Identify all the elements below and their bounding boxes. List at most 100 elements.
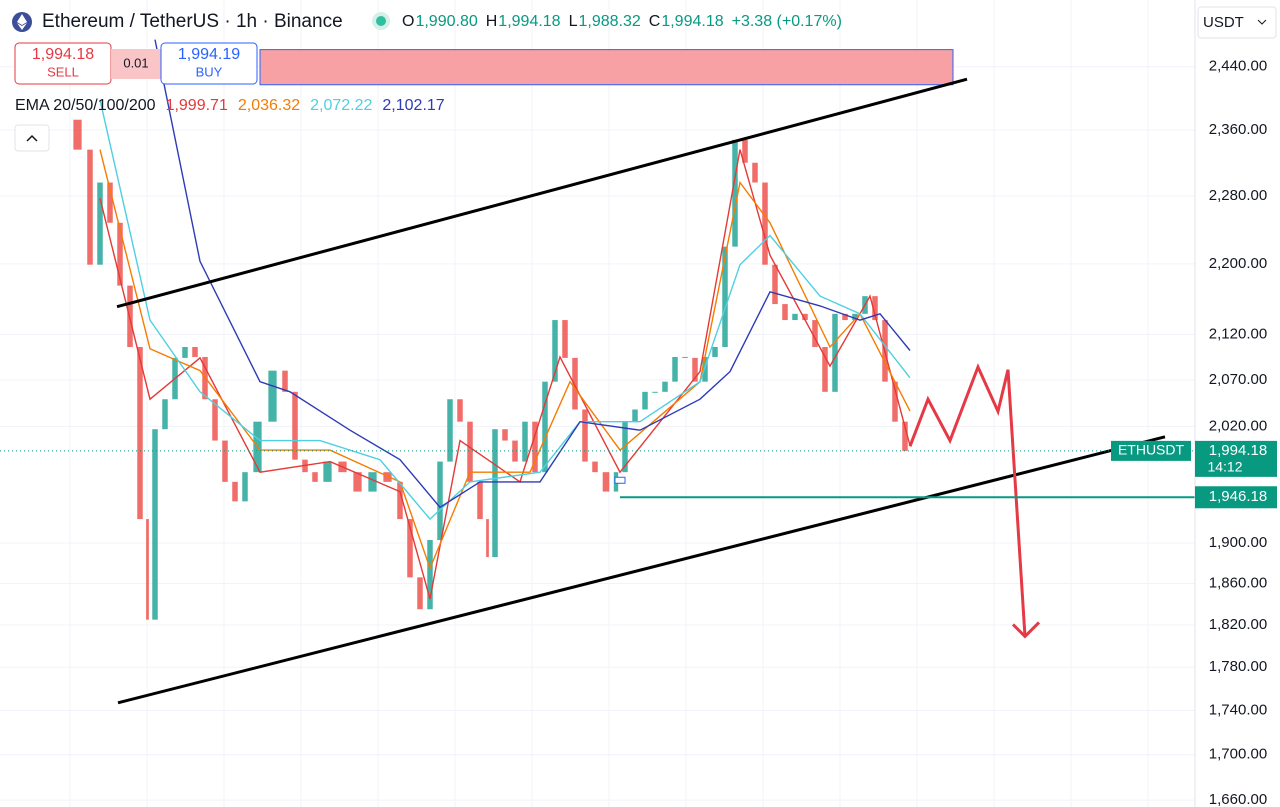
candle	[417, 577, 423, 610]
candle	[467, 421, 473, 482]
candle	[87, 149, 93, 265]
ohlc-key: O	[402, 13, 414, 30]
candle	[622, 421, 628, 473]
price-label: 1,994.18	[1209, 442, 1267, 459]
candle	[832, 313, 838, 392]
symbol-title: Ethereum / TetherUS · 1h · Binance	[42, 11, 343, 32]
sell-price[interactable]: 1,994.18	[32, 46, 94, 63]
ema-value: 2,036.32	[238, 97, 300, 114]
y-tick-label: 1,860.00	[1209, 574, 1267, 591]
buy-button[interactable]	[160, 42, 258, 85]
ui: Ethereum / TetherUS · 1h · Binance O1,99…	[12, 0, 1277, 807]
symbol-badge	[1111, 440, 1191, 461]
sell-label[interactable]: SELL	[47, 64, 79, 79]
currency[interactable]: USDT	[1203, 14, 1244, 31]
y-tick-label: 1,740.00	[1209, 701, 1267, 718]
collapse-button[interactable]	[14, 124, 50, 152]
candle	[427, 539, 433, 610]
collapse-icon	[26, 134, 38, 142]
candle	[672, 356, 678, 382]
level-label: 1,946.18	[1209, 488, 1267, 505]
candle	[662, 381, 668, 392]
candle	[117, 222, 123, 286]
ema-value: 2,102.17	[382, 97, 444, 114]
y-tick-label: 2,360.00	[1209, 121, 1267, 138]
arrow-head	[1011, 621, 1041, 639]
candle	[592, 461, 598, 473]
candle	[632, 409, 638, 422]
y-tick-label: 2,280.00	[1209, 187, 1267, 204]
candle	[782, 304, 788, 321]
candle	[212, 399, 218, 441]
y-tick-label: 1,900.00	[1209, 534, 1267, 551]
candle	[486, 519, 489, 558]
candle	[722, 246, 728, 347]
candle	[437, 461, 443, 540]
candle	[642, 391, 648, 410]
plot	[0, 0, 1195, 807]
currency-select[interactable]	[1197, 6, 1277, 39]
spread: 0.01	[123, 55, 148, 70]
candle	[292, 391, 298, 460]
candle	[732, 139, 738, 247]
candle	[602, 472, 610, 492]
ohlc-key: L	[569, 13, 578, 30]
candle	[822, 346, 828, 392]
candle	[323, 461, 332, 482]
y-tick-label: 1,820.00	[1209, 616, 1267, 633]
ohlc-value: 1,994.18	[498, 13, 560, 30]
candle	[222, 440, 228, 482]
candle	[742, 139, 748, 163]
ema-legend: EMA 20/50/100/200 1,999.71 2,036.32 2,072.2…	[15, 97, 445, 114]
candle	[762, 182, 768, 265]
candle	[182, 346, 188, 358]
ema-line	[99, 149, 911, 571]
candle	[812, 320, 818, 347]
candle	[522, 421, 528, 462]
candle	[457, 399, 463, 422]
ema-line	[154, 39, 911, 509]
candle	[652, 391, 658, 393]
countdown: 14:12	[1207, 459, 1242, 475]
candle	[407, 519, 413, 578]
ohlc-value: 1,994.18	[661, 13, 723, 30]
candle	[702, 356, 708, 382]
ema-value: 2,072.22	[310, 97, 372, 114]
zone	[259, 49, 954, 86]
candle	[232, 481, 238, 502]
candle	[572, 357, 578, 410]
candle	[397, 481, 403, 520]
candle	[353, 472, 362, 492]
buy-label[interactable]: BUY	[196, 64, 223, 79]
candle	[772, 264, 778, 305]
ohlc-value: 1,988.32	[578, 13, 640, 30]
y-tick-label: 1,780.00	[1209, 658, 1267, 675]
projection	[908, 363, 1027, 637]
buy-price[interactable]: 1,994.19	[178, 46, 240, 63]
candle	[892, 381, 898, 422]
candle	[552, 320, 558, 382]
candle	[97, 182, 103, 265]
candle	[447, 399, 453, 462]
spread-box	[111, 49, 161, 79]
candle	[146, 519, 149, 620]
candle	[542, 381, 548, 473]
candle	[282, 370, 288, 392]
candle	[512, 440, 518, 462]
change: +3.38 (+0.17%)	[732, 13, 842, 30]
candle	[492, 429, 498, 558]
y-tick-label: 1,700.00	[1209, 746, 1267, 763]
candle	[902, 421, 908, 451]
ohlc-value: 1,990.80	[415, 13, 477, 30]
level-badge	[1195, 486, 1277, 509]
candle	[477, 481, 483, 520]
candle	[682, 356, 688, 358]
candle	[242, 472, 248, 502]
candle	[842, 313, 848, 321]
candle	[107, 182, 113, 223]
eth-glyph	[17, 14, 27, 30]
candle	[582, 409, 588, 462]
candle	[712, 346, 718, 357]
